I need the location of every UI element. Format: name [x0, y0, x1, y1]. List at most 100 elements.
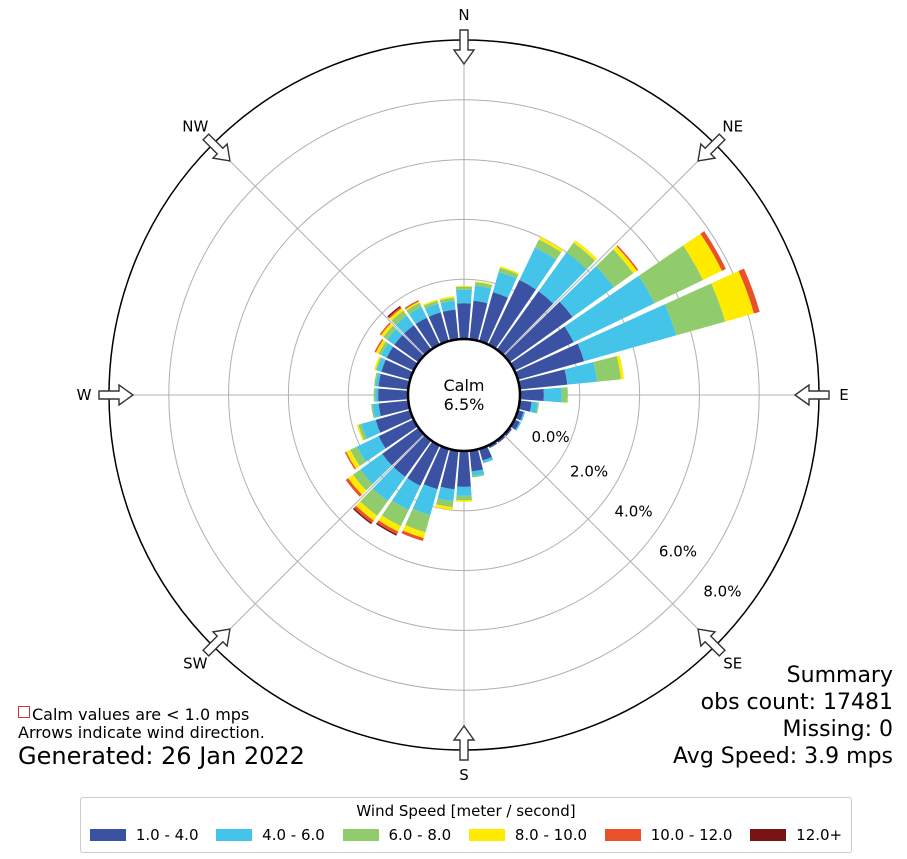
rose-bar-segment [440, 449, 459, 490]
legend-item: 6.0 - 8.0 [342, 826, 451, 844]
rose-bar-segment [474, 282, 493, 289]
rose-bar-segment [379, 322, 391, 336]
rose-bar-segment [402, 525, 426, 539]
rose-bar-segment [529, 401, 538, 414]
legend-item: 10.0 - 12.0 [604, 826, 732, 844]
rose-bar-segment [504, 427, 512, 437]
rose-bar-segment [440, 300, 456, 312]
grid-spoke [212, 143, 425, 356]
rose-bar-segment [381, 343, 394, 358]
rose-bar-segment [561, 387, 568, 403]
rose-bar-segment [405, 301, 420, 311]
rose-bar-segment [566, 242, 595, 270]
rose-bar-segment [381, 500, 409, 527]
rose-bar-segment [352, 469, 373, 491]
rose-bar-segment [439, 296, 455, 301]
rose-bar-segment [510, 419, 520, 430]
legend-label: 1.0 - 4.0 [135, 826, 199, 844]
radial-tick-label: 6.0% [659, 543, 697, 561]
rose-bar-segment [378, 373, 410, 390]
rose-bar-segment [386, 328, 403, 345]
rose-bar-segment [499, 266, 520, 275]
direction-arrow-icon [202, 628, 231, 657]
calm-note: Calm values are < 1.0 mps [32, 705, 250, 724]
direction-label: S [459, 766, 469, 784]
rose-bar-segment [519, 389, 544, 401]
rose-bar-segment [479, 446, 492, 461]
rose-bar-segment [375, 388, 379, 402]
rose-bar-segment [473, 285, 492, 304]
rose-bar-segment [573, 240, 598, 261]
rose-bar-segment [504, 301, 573, 363]
rose-bar-segment [371, 404, 375, 419]
rose-bar-segment [543, 387, 562, 403]
rose-bar-segment [469, 300, 488, 341]
rose-bar-segment [401, 530, 424, 542]
rose-bar-segment [353, 505, 374, 524]
rose-bar-segment [700, 231, 726, 271]
rose-bar-segment [374, 339, 384, 353]
rose-bar-segment [376, 357, 386, 372]
rose-bar-segment [510, 326, 574, 371]
rose-bar-segment [375, 410, 413, 433]
rose-bar-segment [518, 369, 568, 390]
rose-bar-segment [424, 303, 441, 317]
rose-bar-segment [404, 300, 419, 310]
rose-bar-segment [382, 427, 424, 466]
direction-label: W [77, 386, 92, 404]
rose-bar-segment [405, 508, 431, 533]
rose-bar-segment [345, 478, 362, 497]
rose-bar-segment [498, 267, 519, 279]
rose-bar-segment [378, 388, 409, 402]
calm-label: Calm [443, 376, 484, 395]
direction-label: SE [723, 655, 742, 673]
radial-tick-label: 8.0% [703, 583, 741, 601]
rose-bar-segment [472, 473, 485, 478]
rose-bar-segment [593, 356, 621, 382]
rose-bar-segment [492, 272, 517, 298]
rose-bar-segment [344, 451, 356, 470]
direction-arrow-icon [793, 383, 830, 407]
rose-bar-segment [383, 325, 397, 340]
rose-bar-segment [387, 305, 401, 318]
rose-bar-segment [406, 302, 422, 315]
direction-arrow-icon [452, 29, 476, 66]
summary-obs-count: obs count: 17481 [700, 690, 893, 715]
rose-bar-segment [515, 421, 522, 431]
rose-bar-segment [350, 446, 366, 467]
rose-bar-segment [482, 456, 494, 464]
summary-missing: Missing: 0 [782, 717, 893, 742]
rose-bar-segment [378, 400, 410, 417]
rose-bar-segment [378, 515, 401, 532]
legend-item: 1.0 - 4.0 [89, 826, 199, 844]
legend-label: 4.0 - 6.0 [262, 826, 325, 844]
rose-bar-segment [358, 423, 367, 441]
rose-bar-segment [407, 441, 440, 486]
rose-bar-segment [378, 341, 389, 356]
legend-swatch [604, 829, 641, 841]
direction-label: N [458, 6, 469, 24]
rose-bar-segment [738, 268, 760, 314]
rose-bar-segment [455, 500, 473, 502]
grid-spoke [212, 434, 425, 647]
direction-arrow-icon [202, 133, 231, 162]
rose-bar-segment [455, 286, 473, 290]
rose-bar-segment [455, 285, 473, 287]
legend-swatch [468, 829, 505, 841]
rose-bar-segment [456, 289, 472, 304]
legend-item: 4.0 - 6.0 [216, 826, 325, 844]
rose-bar-segment [360, 488, 388, 516]
rose-bar-segment [471, 469, 485, 477]
rose-bar-segment [408, 306, 427, 325]
rose-bar-segment [711, 271, 754, 322]
rose-bar-segment [375, 373, 381, 387]
rose-bar-segment [616, 245, 639, 271]
rose-bar-segment [577, 304, 677, 362]
rose-bar-segment [380, 323, 393, 338]
direction-arrow-icon [697, 628, 726, 657]
rose-bar-segment [389, 308, 404, 321]
rose-bar-segment [457, 450, 471, 487]
rose-bar-segment [360, 453, 392, 485]
rose-bar-segment [559, 266, 614, 317]
rose-bar-segment [374, 372, 378, 387]
